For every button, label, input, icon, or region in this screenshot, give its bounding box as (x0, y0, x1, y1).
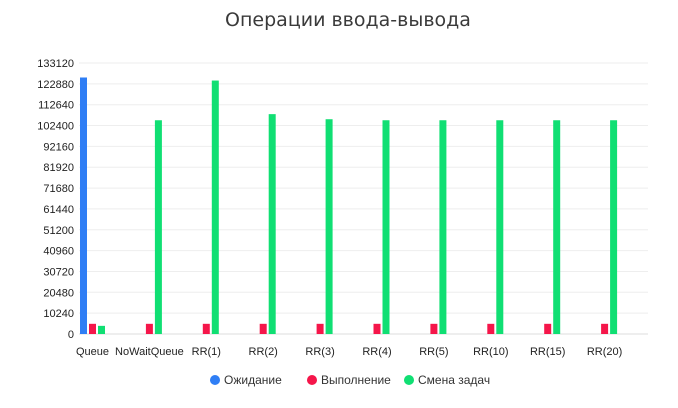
bar[interactable] (154, 120, 162, 335)
bar[interactable] (325, 119, 333, 334)
legend-label: Ожидание (224, 373, 282, 387)
bar[interactable] (211, 80, 219, 335)
y-tick-label: 71680 (43, 183, 74, 195)
x-tick-label: RR(1) (192, 346, 221, 358)
bar[interactable] (259, 323, 267, 334)
y-tick-label: 92160 (43, 141, 74, 153)
x-tick-label: RR(15) (530, 346, 565, 358)
bar[interactable] (268, 114, 276, 335)
x-tick-label: Queue (76, 346, 109, 358)
bars (80, 77, 618, 335)
bar[interactable] (610, 120, 618, 335)
x-tick-label: RR(5) (419, 346, 448, 358)
legend-marker (404, 375, 414, 385)
bar[interactable] (316, 323, 324, 334)
x-tick-label: RR(2) (249, 346, 278, 358)
y-tick-label: 112640 (38, 100, 74, 112)
x-tick-label: RR(3) (305, 346, 334, 358)
bar[interactable] (382, 120, 390, 335)
legend-marker (210, 375, 220, 385)
bar[interactable] (553, 120, 561, 335)
legend: Ожидание Выполнение Смена задач (210, 373, 490, 387)
bar[interactable] (202, 323, 210, 334)
y-tick-label: 10240 (43, 308, 74, 320)
bar[interactable] (430, 323, 438, 334)
y-tick-label: 81920 (43, 162, 74, 174)
bar[interactable] (80, 77, 87, 334)
legend-item[interactable]: Выполнение (307, 373, 391, 387)
y-tick-label: 102400 (37, 121, 74, 133)
y-tick-label: 30720 (43, 266, 74, 278)
bar[interactable] (487, 323, 495, 334)
x-tick-label: NoWaitQueue (115, 346, 184, 358)
y-tick-label: 40960 (43, 246, 74, 258)
y-tick-label: 0 (68, 329, 74, 341)
legend-marker (307, 375, 317, 385)
bar[interactable] (373, 323, 381, 334)
legend-label: Смена задач (418, 373, 490, 387)
y-tick-label: 61440 (43, 204, 74, 216)
chart-title: Операции ввода-вывода (225, 9, 471, 31)
x-tick-label: RR(20) (587, 346, 622, 358)
y-tick-label: 20480 (43, 287, 74, 299)
y-tick-label: 133120 (37, 58, 74, 70)
x-tick-label: RR(4) (362, 346, 391, 358)
y-tick-label: 122880 (37, 79, 74, 91)
bar[interactable] (439, 120, 447, 335)
y-tick-label: 51200 (43, 225, 74, 237)
x-axis-ticks: Queue NoWaitQueue RR(1) RR(2) RR(3) RR(4) RR(5… (76, 346, 622, 358)
x-tick-label: RR(10) (473, 346, 508, 358)
bar[interactable] (496, 120, 504, 335)
legend-label: Выполнение (321, 373, 391, 387)
bar[interactable] (145, 323, 153, 334)
bar[interactable] (601, 323, 609, 334)
bar[interactable] (98, 325, 105, 334)
legend-item[interactable]: Смена задач (404, 373, 490, 387)
legend-item[interactable]: Ожидание (210, 373, 282, 387)
grid-lines (79, 62, 648, 335)
bar[interactable] (89, 323, 96, 334)
bar[interactable] (544, 323, 552, 334)
y-axis-ticks: 0 10240 20480 30720 40960 51200 61440 71680 8192… (37, 58, 74, 341)
